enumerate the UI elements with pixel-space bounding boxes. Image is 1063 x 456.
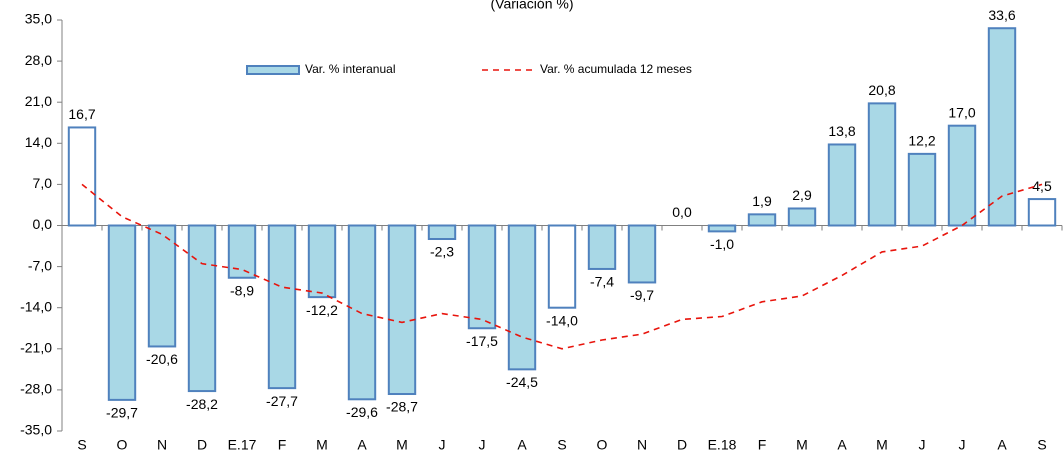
y-tick-label: -35,0 bbox=[20, 422, 52, 438]
x-tick-label: M bbox=[796, 437, 808, 453]
bar bbox=[867, 102, 897, 227]
value-label: -9,7 bbox=[630, 287, 654, 303]
x-tick-label: M bbox=[396, 437, 408, 453]
y-tick-label: -7,0 bbox=[28, 257, 52, 273]
value-label: -12,2 bbox=[306, 302, 338, 318]
bar bbox=[707, 224, 737, 233]
bar bbox=[787, 207, 817, 227]
x-tick-label: O bbox=[117, 437, 128, 453]
x-tick-label: M bbox=[876, 437, 888, 453]
value-label: -14,0 bbox=[546, 312, 578, 328]
y-tick-label: 0,0 bbox=[33, 216, 53, 232]
bar bbox=[67, 126, 97, 227]
bar bbox=[747, 213, 777, 227]
bar bbox=[947, 124, 977, 227]
x-tick-label: N bbox=[637, 437, 647, 453]
bar bbox=[107, 224, 137, 401]
legend-label: Var. % interanual bbox=[305, 62, 396, 76]
bar bbox=[627, 224, 657, 284]
value-label: 20,8 bbox=[868, 82, 895, 98]
x-tick-label: E.17 bbox=[228, 437, 257, 453]
bar bbox=[307, 224, 337, 299]
chart-subtitle: (Variación %) bbox=[491, 0, 574, 12]
bar bbox=[987, 27, 1017, 227]
bar bbox=[427, 224, 457, 241]
x-tick-label: J bbox=[479, 437, 486, 453]
value-label: -17,5 bbox=[466, 333, 498, 349]
value-label: -27,7 bbox=[266, 393, 298, 409]
value-label: 12,2 bbox=[908, 133, 935, 149]
bar bbox=[827, 143, 857, 227]
x-tick-label: F bbox=[278, 437, 287, 453]
bar bbox=[347, 224, 377, 401]
x-tick-label: N bbox=[157, 437, 167, 453]
bar bbox=[1027, 198, 1057, 227]
value-label: 2,9 bbox=[792, 187, 812, 203]
x-tick-label: O bbox=[597, 437, 608, 453]
bar bbox=[267, 224, 297, 390]
bar bbox=[187, 224, 217, 393]
x-tick-label: S bbox=[77, 437, 86, 453]
bar bbox=[587, 224, 617, 270]
line bbox=[81, 183, 1043, 350]
x-tick-label: A bbox=[357, 437, 367, 453]
value-label: 33,6 bbox=[988, 7, 1015, 23]
value-label: 16,7 bbox=[68, 106, 95, 122]
y-tick-label: -21,0 bbox=[20, 340, 52, 356]
y-tick-label: 14,0 bbox=[25, 134, 52, 150]
x-tick-label: J bbox=[439, 437, 446, 453]
y-tick-label: 28,0 bbox=[25, 52, 52, 68]
x-tick-label: A bbox=[517, 437, 527, 453]
bar bbox=[387, 224, 417, 396]
x-tick-label: S bbox=[557, 437, 566, 453]
value-label: -28,7 bbox=[386, 399, 418, 415]
x-tick-label: A bbox=[997, 437, 1007, 453]
x-tick-label: S bbox=[1037, 437, 1046, 453]
value-label: -29,7 bbox=[106, 405, 138, 421]
value-label: 1,9 bbox=[752, 193, 772, 209]
y-tick-label: 21,0 bbox=[25, 93, 52, 109]
x-tick-label: D bbox=[197, 437, 207, 453]
bar bbox=[147, 224, 177, 348]
x-tick-label: M bbox=[316, 437, 328, 453]
x-tick-label: D bbox=[677, 437, 687, 453]
value-label: 0,0 bbox=[672, 204, 692, 220]
y-tick-label: -28,0 bbox=[20, 381, 52, 397]
x-tick-label: J bbox=[959, 437, 966, 453]
bar bbox=[547, 224, 577, 309]
x-tick-label: F bbox=[758, 437, 767, 453]
legend-swatch bbox=[246, 65, 300, 75]
x-tick-label: A bbox=[837, 437, 847, 453]
value-label: 13,8 bbox=[828, 123, 855, 139]
legend-label: Var. % acumulada 12 meses bbox=[540, 62, 692, 76]
value-label: -28,2 bbox=[186, 396, 218, 412]
y-tick-label: 7,0 bbox=[33, 175, 53, 191]
bar bbox=[507, 224, 537, 371]
x-tick-label: J bbox=[919, 437, 926, 453]
value-label: -8,9 bbox=[230, 282, 254, 298]
value-label: 4,5 bbox=[1032, 178, 1052, 194]
value-label: -29,6 bbox=[346, 404, 378, 420]
x-tick-label: E.18 bbox=[708, 437, 737, 453]
bar bbox=[467, 224, 497, 330]
value-label: -2,3 bbox=[430, 244, 454, 260]
value-label: -24,5 bbox=[506, 374, 538, 390]
value-label: -20,6 bbox=[146, 351, 178, 367]
value-label: -7,4 bbox=[590, 274, 614, 290]
value-label: -1,0 bbox=[710, 236, 734, 252]
y-tick-label: 35,0 bbox=[25, 11, 52, 27]
bar bbox=[227, 224, 257, 279]
value-label: 17,0 bbox=[948, 104, 975, 120]
y-tick-label: -14,0 bbox=[20, 298, 52, 314]
bar bbox=[907, 152, 937, 227]
